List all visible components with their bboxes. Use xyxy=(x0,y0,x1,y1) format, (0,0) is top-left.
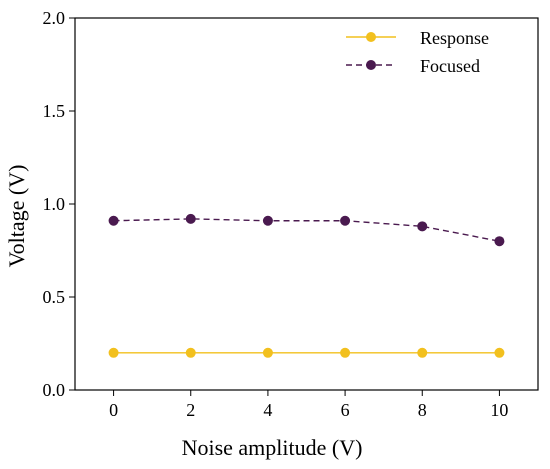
legend-marker-focused xyxy=(366,60,376,70)
data-point-response xyxy=(417,347,428,358)
data-point-focused xyxy=(262,215,273,226)
y-tick-label: 0.0 xyxy=(43,380,66,400)
legend: Response Focused xyxy=(346,28,489,76)
x-tick-label: 0 xyxy=(109,400,118,420)
y-axis: 0.0 0.5 1.0 1.5 2.0 xyxy=(43,8,75,400)
data-point-focused xyxy=(108,215,119,226)
data-point-response xyxy=(262,347,273,358)
data-point-focused xyxy=(494,236,505,247)
legend-label-focused: Focused xyxy=(420,56,480,76)
x-axis-title: Noise amplitude (V) xyxy=(182,435,363,460)
legend-marker-response xyxy=(366,32,376,42)
x-tick-label: 8 xyxy=(418,400,427,420)
x-axis: 0 2 4 6 8 10 xyxy=(109,390,508,420)
y-tick-label: 0.5 xyxy=(43,287,66,307)
plot-area xyxy=(108,213,505,358)
series-line-focused xyxy=(113,218,500,242)
data-point-response xyxy=(494,347,505,358)
y-axis-title: Voltage (V) xyxy=(4,165,29,268)
data-point-focused xyxy=(417,221,428,232)
data-point-response xyxy=(340,347,351,358)
y-tick-label: 1.0 xyxy=(43,194,66,214)
y-tick-label: 2.0 xyxy=(43,8,66,28)
x-tick-label: 10 xyxy=(490,400,508,420)
x-tick-label: 6 xyxy=(341,400,350,420)
data-point-response xyxy=(185,347,196,358)
y-tick-label: 1.5 xyxy=(43,101,66,121)
data-point-focused xyxy=(340,215,351,226)
data-point-focused xyxy=(185,213,196,224)
x-tick-label: 2 xyxy=(186,400,195,420)
data-point-response xyxy=(108,347,119,358)
x-tick-label: 4 xyxy=(263,400,272,420)
legend-label-response: Response xyxy=(420,28,489,48)
